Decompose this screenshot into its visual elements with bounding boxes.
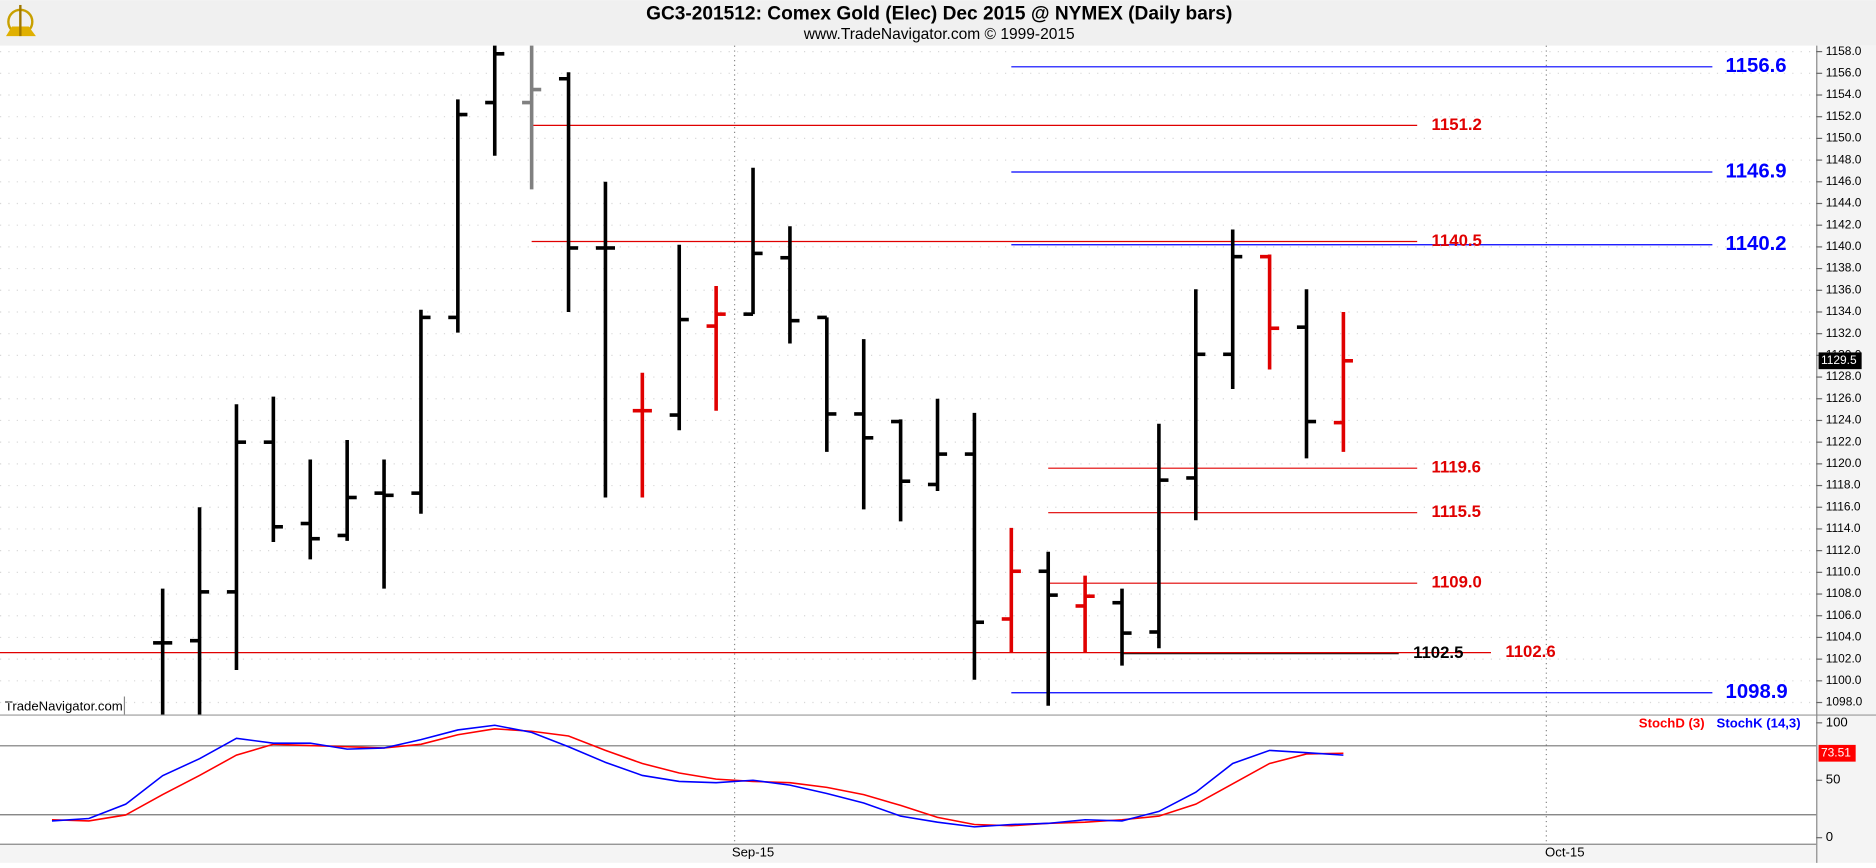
level-label: 1156.6 (1726, 55, 1787, 77)
y-tick-label: 1148.0 (1826, 152, 1862, 166)
y-tick-label: 1126.0 (1826, 391, 1862, 405)
watermark-box (0, 697, 125, 715)
level-label: 1098.9 (1726, 681, 1788, 703)
y-tick-label: 1104.0 (1826, 630, 1862, 644)
y-tick-label: 1136.0 (1826, 282, 1862, 296)
y-tick-label: 1118.0 (1826, 478, 1861, 492)
axis-band (1816, 45, 1876, 863)
y-tick-label: 1128.0 (1826, 369, 1862, 383)
level-label: 1102.5 (1413, 643, 1463, 662)
y-tick-label: 1138.0 (1826, 261, 1862, 275)
y-tick-label: 1150.0 (1826, 131, 1862, 145)
y-tick-label: 1114.0 (1826, 521, 1861, 535)
y-tick-label: 1124.0 (1826, 413, 1862, 427)
x-tick-label: Sep-15 (732, 845, 774, 860)
chart-subtitle: www.TradeNavigator.com © 1999-2015 (803, 26, 1075, 43)
y-tick-label: 1134.0 (1826, 304, 1862, 318)
y-tick-label: 1106.0 (1826, 608, 1862, 622)
y-tick-label: 1122.0 (1826, 434, 1862, 448)
y-tick-label: 0 (1826, 829, 1833, 844)
level-label: 1146.9 (1726, 160, 1787, 182)
level-label: 1115.5 (1432, 502, 1481, 521)
stoch-plot (51, 724, 1344, 828)
stoch-line (51, 728, 1344, 827)
y-tick-label: 1146.0 (1826, 174, 1862, 188)
last-value-box (1818, 744, 1856, 762)
logo (5, 4, 36, 37)
y-tick-label: 1156.0 (1826, 65, 1862, 79)
y-tick-label: 1144.0 (1826, 196, 1862, 210)
y-tick-label: 1102.0 (1826, 651, 1862, 665)
y-tick-label: 1108.0 (1826, 586, 1862, 600)
level-label: 1140.5 (1432, 231, 1482, 250)
legend-entry: StochD (3) (1639, 715, 1705, 730)
last-price-box (1818, 352, 1862, 370)
y-tick-label: 1116.0 (1826, 499, 1861, 513)
y-tick-label: 1154.0 (1826, 87, 1862, 101)
header-band (0, 0, 1876, 46)
legend-entry: StochK (14,3) (1717, 715, 1801, 730)
y-tick-label: 1112.0 (1826, 543, 1861, 557)
stoch-line (51, 724, 1344, 828)
x-axis-band (0, 843, 1817, 863)
level-label: 1109.0 (1432, 573, 1482, 592)
y-tick-label: 1120.0 (1826, 456, 1862, 470)
watermark: TradeNavigator.com (5, 699, 123, 714)
y-tick-label: 1110.0 (1826, 564, 1861, 578)
y-tick-label: 50 (1826, 772, 1841, 787)
y-tick-label: 1100.0 (1826, 673, 1862, 687)
x-tick-label: Oct-15 (1545, 845, 1584, 860)
level-label: 1140.2 (1726, 233, 1787, 255)
y-tick-label: 1132.0 (1826, 326, 1862, 340)
price-plot (0, 45, 1713, 715)
y-tick-label: 1152.0 (1826, 109, 1862, 123)
last-value-label: 73.51 (1821, 745, 1851, 759)
y-tick-label: 1142.0 (1826, 217, 1862, 231)
y-tick-label: 1140.0 (1826, 239, 1862, 253)
last-price-label: 1129.5 (1821, 353, 1857, 367)
level-label: 1102.6 (1505, 642, 1555, 661)
chart-title: GC3-201512: Comex Gold (Elec) Dec 2015 @… (646, 4, 1232, 25)
level-label: 1119.6 (1432, 458, 1481, 477)
y-tick-label: 100 (1826, 714, 1848, 729)
y-tick-label: 1098.0 (1826, 695, 1863, 709)
level-label: 1151.2 (1432, 115, 1482, 134)
y-tick-label: 1158.0 (1826, 44, 1862, 58)
